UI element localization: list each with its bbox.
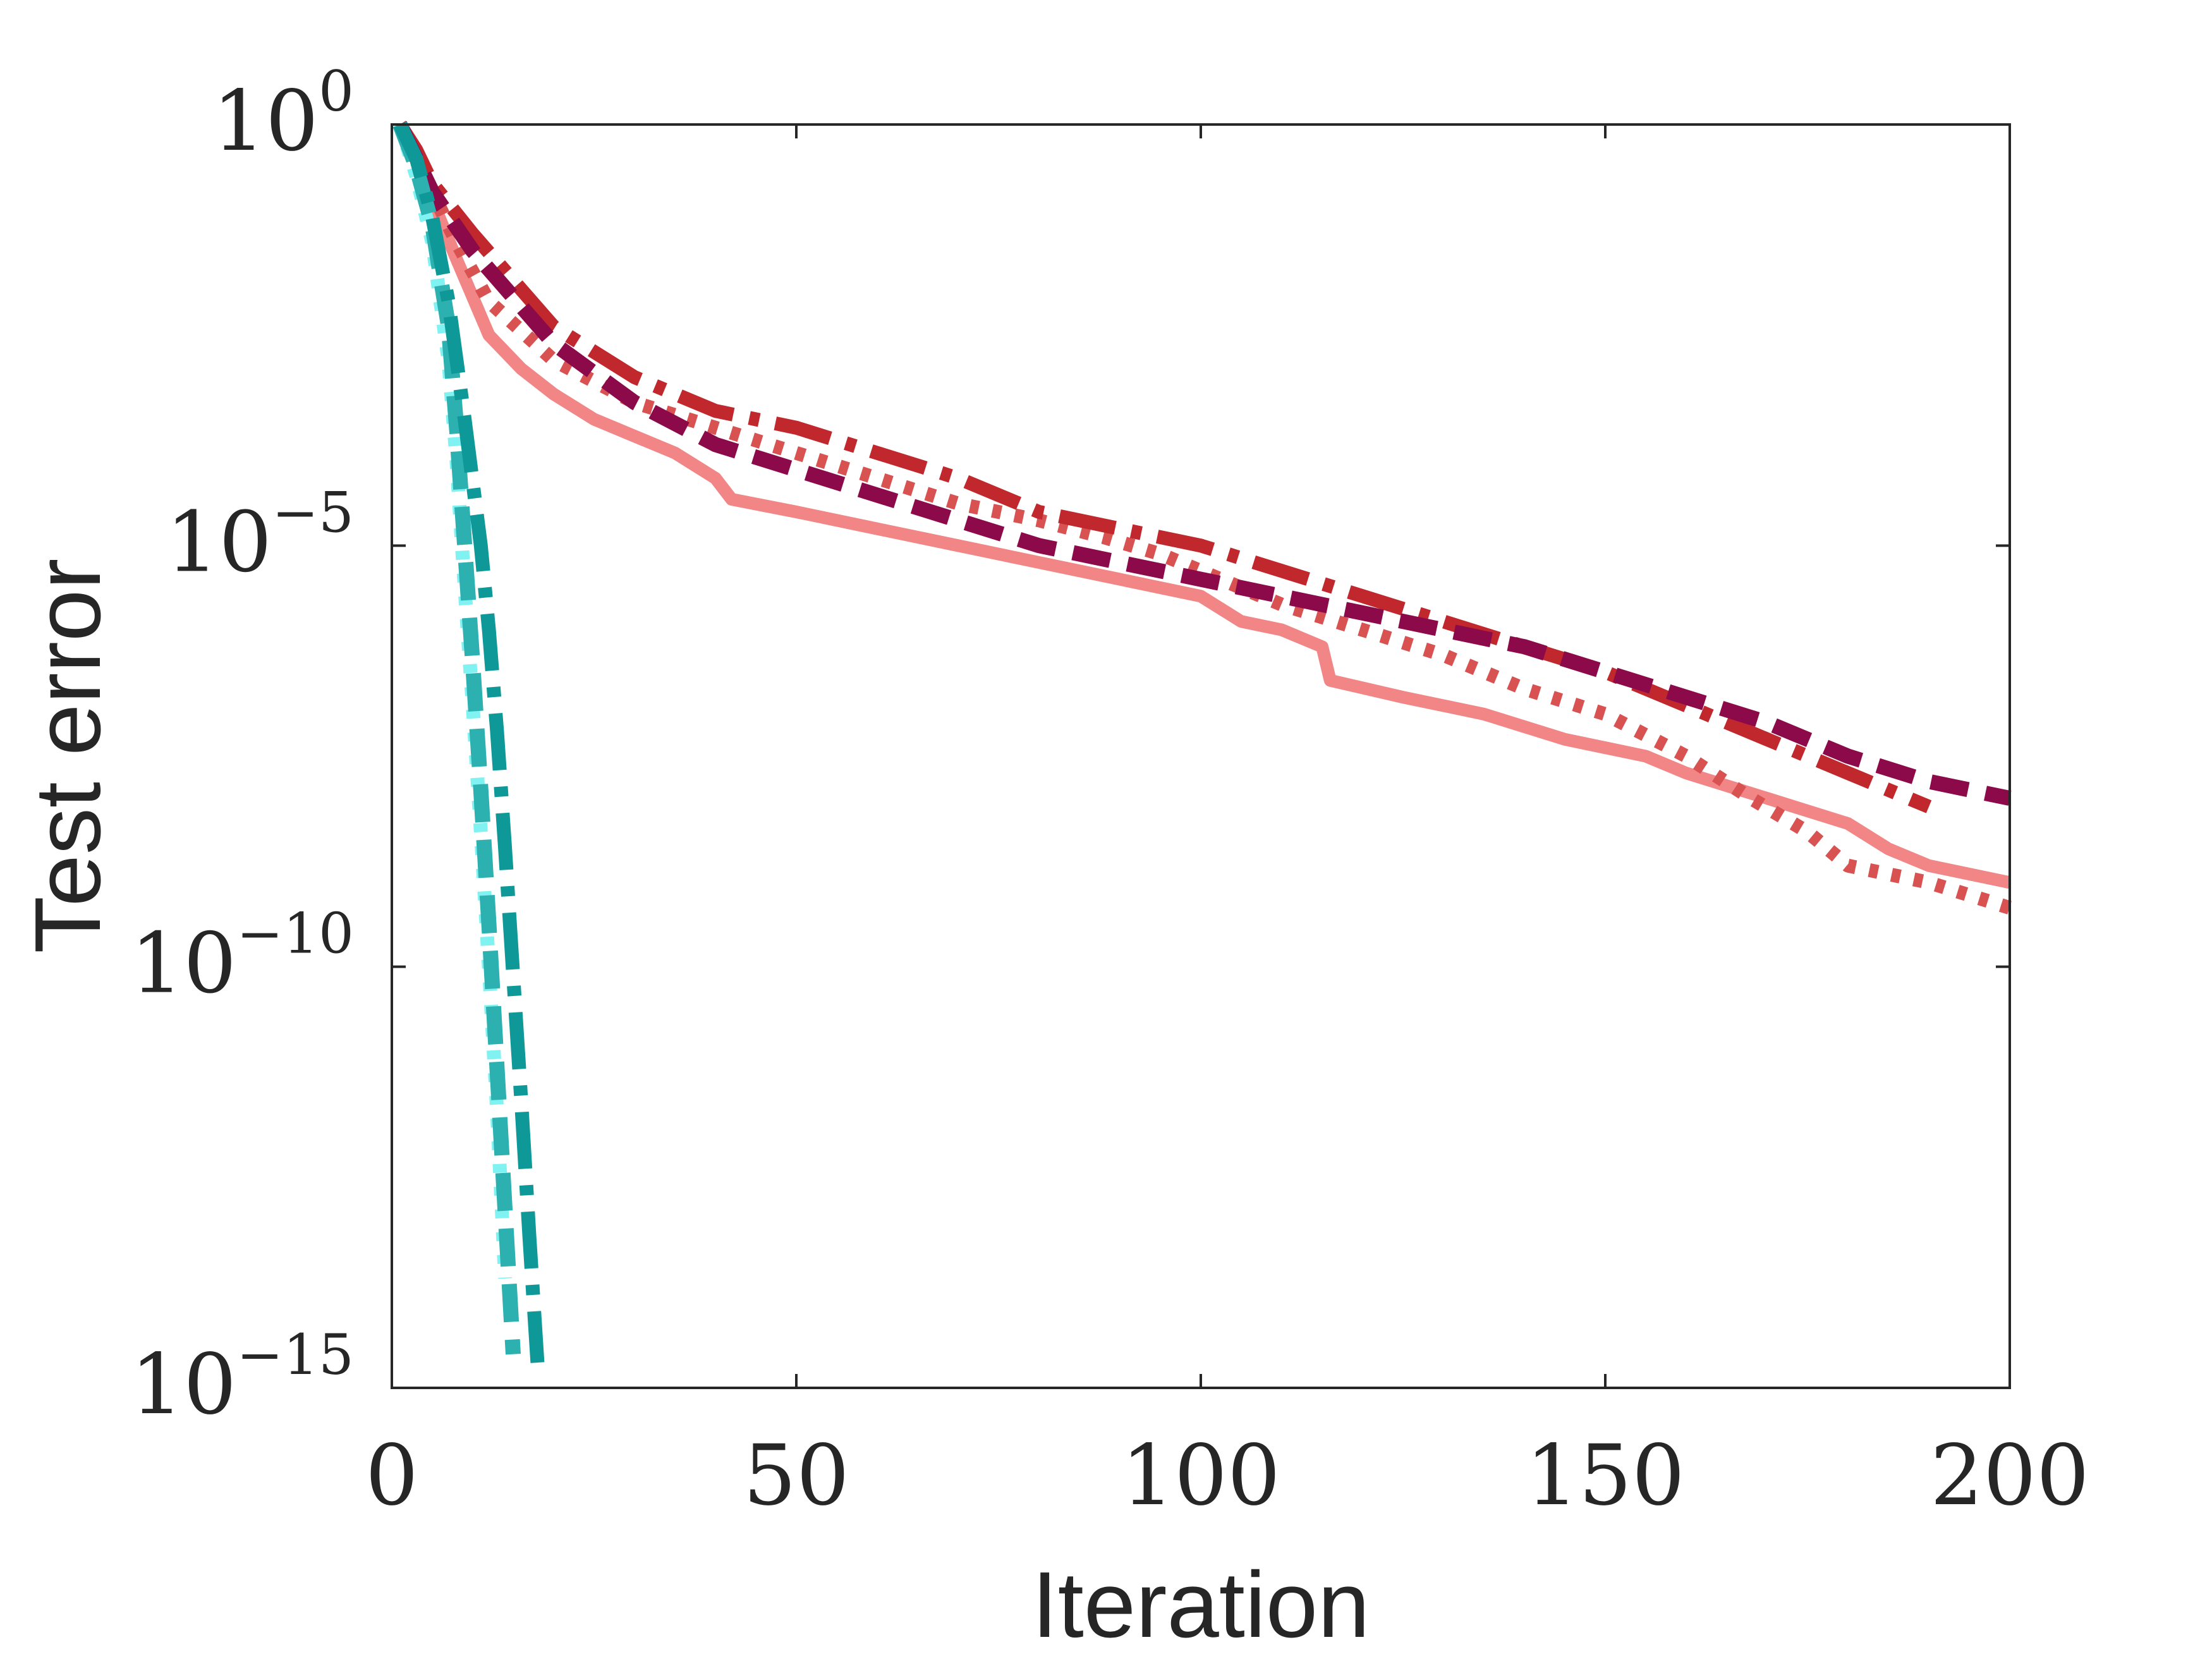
x-tick-label: 200 bbox=[1930, 1427, 2089, 1524]
x-tick-label: 50 bbox=[743, 1427, 849, 1524]
axes-box bbox=[391, 123, 2011, 1389]
y-tick-exponent: 0 bbox=[319, 59, 354, 124]
series-line-teal-dark bbox=[393, 121, 545, 1363]
x-axis-label: Iteration bbox=[1032, 1553, 1370, 1657]
y-tick-exponent: −10 bbox=[236, 901, 354, 966]
y-tick-base: 10 bbox=[166, 494, 272, 591]
y-tick-label: 10−10 bbox=[130, 901, 354, 1012]
y-tick-label: 10−15 bbox=[130, 1322, 354, 1433]
series-line-red-dotted bbox=[393, 121, 2012, 915]
series-line-teal-mid bbox=[392, 121, 521, 1355]
y-tick-base: 10 bbox=[130, 1336, 236, 1433]
y-tick-base: 10 bbox=[130, 915, 236, 1012]
series-layer bbox=[392, 121, 2012, 1363]
y-tick-label: 100 bbox=[212, 59, 354, 170]
series-line-maroon-dashed bbox=[392, 121, 2012, 806]
y-axis-label: Test error bbox=[16, 558, 120, 953]
x-ticks: 0 50 100 150 200 bbox=[365, 125, 2089, 1524]
y-tick-exponent: −15 bbox=[236, 1322, 354, 1387]
x-tick-label: 100 bbox=[1121, 1427, 1280, 1524]
y-tick-exponent: −5 bbox=[272, 480, 354, 545]
x-tick-label: 0 bbox=[365, 1427, 418, 1524]
y-tick-base: 10 bbox=[212, 73, 319, 170]
x-tick-label: 150 bbox=[1526, 1427, 1685, 1524]
series-line-pink-solid bbox=[394, 121, 2012, 889]
y-tick-label: 10−5 bbox=[166, 480, 354, 591]
